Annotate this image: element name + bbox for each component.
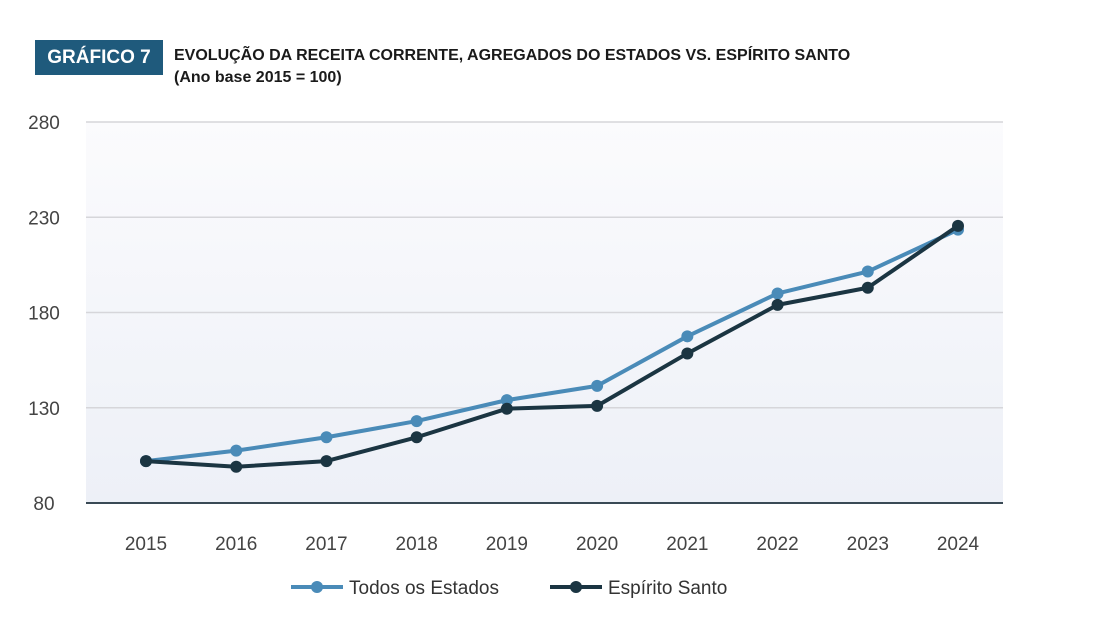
data-point <box>591 399 604 412</box>
data-point <box>320 455 333 468</box>
x-tick-label: 2015 <box>125 534 167 555</box>
y-tick-label: 180 <box>28 304 60 325</box>
data-point <box>140 455 152 468</box>
data-point <box>410 415 423 428</box>
series-line-espirito-santo <box>145 224 960 469</box>
data-point <box>681 330 694 343</box>
data-point <box>591 379 604 392</box>
legend-swatch-marker <box>570 581 582 593</box>
chart-number-badge: GRÁFICO 7 <box>35 40 163 75</box>
data-point <box>500 394 513 407</box>
data-point <box>410 431 423 444</box>
x-tick-label: 2019 <box>486 534 528 555</box>
legend-label: Espírito Santo <box>608 578 727 599</box>
y-tick-label: 280 <box>28 113 60 134</box>
data-point <box>320 431 333 444</box>
x-tick-label: 2021 <box>666 534 708 555</box>
chart-title-text: EVOLUÇÃO DA RECEITA CORRENTE, AGREGADOS … <box>174 47 851 64</box>
x-tick-label: 2022 <box>756 534 798 555</box>
legend-swatch-marker <box>311 581 323 593</box>
chart-subtitle: (Ano base 2015 = 100) <box>174 69 342 86</box>
y-tick-label: 230 <box>28 208 60 229</box>
data-point <box>861 281 874 294</box>
data-point <box>771 298 784 311</box>
data-point <box>771 287 784 300</box>
data-point <box>861 265 874 278</box>
legend-label: Todos os Estados <box>349 578 499 599</box>
data-point <box>230 460 243 473</box>
x-tick-label: 2017 <box>305 534 347 555</box>
x-tick-label: 2020 <box>576 534 618 555</box>
data-point <box>230 444 243 457</box>
chart-title: EVOLUÇÃO DA RECEITA CORRENTE, AGREGADOS … <box>174 45 850 89</box>
y-tick-label: 80 <box>33 494 54 515</box>
data-point <box>952 219 964 232</box>
x-tick-label: 2016 <box>215 534 257 555</box>
x-tick-label: 2023 <box>847 534 889 555</box>
y-tick-label: 130 <box>28 399 60 420</box>
x-tick-label: 2024 <box>937 534 980 555</box>
data-point <box>500 402 513 415</box>
x-tick-label: 2018 <box>396 534 438 555</box>
data-point <box>681 347 694 360</box>
series-line-todos-os-estados <box>145 227 959 464</box>
